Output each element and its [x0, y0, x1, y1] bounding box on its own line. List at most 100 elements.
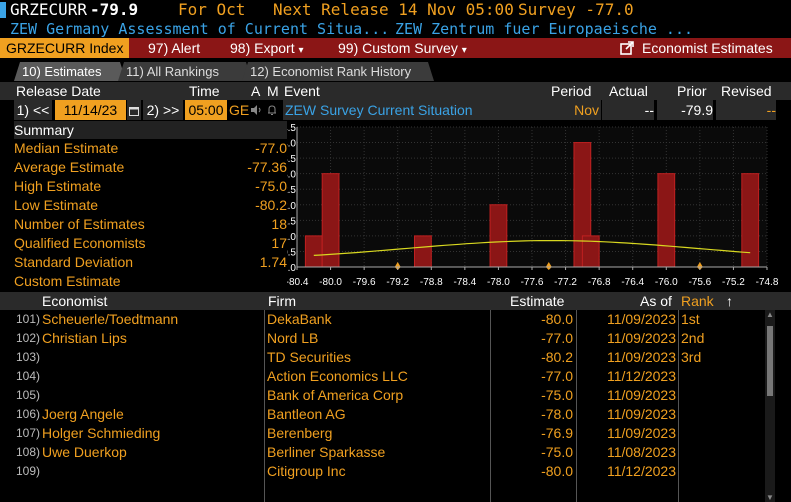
summary-label: Number of Estimates [14, 216, 145, 232]
export-button[interactable]: 98) Export ▾ [230, 38, 304, 58]
x-tick-label: -76.8 [588, 277, 611, 288]
release-time: 05:00 [185, 100, 227, 120]
event-name[interactable]: ZEW Survey Current Situation [283, 100, 547, 120]
row-number: 107) [16, 426, 41, 440]
calendar-icon[interactable] [127, 100, 141, 120]
table-scrollbar[interactable]: ▲ ▼ [765, 310, 775, 502]
as-of-date: 11/09/2023 [606, 349, 676, 365]
histogram-bar [489, 204, 508, 268]
histogram-bar [657, 173, 676, 268]
launch-icon [620, 41, 634, 55]
x-tick-label: -75.2 [722, 277, 745, 288]
x-tick-label: -77.2 [554, 277, 577, 288]
firm-name: Berenberg [267, 425, 333, 441]
scroll-up-icon[interactable]: ▲ [766, 310, 774, 319]
event-header-row: Release Date Time A M Event Period Actua… [0, 82, 791, 100]
y-tick-label: 4.5 [287, 123, 296, 134]
summary-value: -77.0 [255, 140, 287, 156]
column-divider [490, 310, 491, 502]
x-tick-label: -74.8 [756, 277, 779, 288]
description-line: ZEW Germany Assessment of Current Situa.… [0, 20, 791, 38]
row-number: 103) [16, 350, 41, 364]
column-divider [576, 310, 577, 502]
economist-estimates-label: Economist Estimates [642, 40, 773, 56]
tab-economist-rank-history[interactable]: 12) Economist Rank History [242, 62, 434, 81]
x-tick-label: -78.4 [453, 277, 476, 288]
estimate-value: -78.0 [541, 406, 573, 422]
table-row[interactable]: 102) Christian Lips Nord LB -77.0 11/09/2023… [0, 329, 770, 348]
economist-name: Christian Lips [42, 330, 127, 346]
marker-diamond-icon [394, 262, 401, 270]
estimate-distribution-chart: 4.54.03.53.02.52.01.51.00.5.0-80.4-80.0-… [282, 121, 791, 291]
col-rank[interactable]: Rank [681, 293, 714, 309]
firm-name: DekaBank [267, 311, 332, 327]
bell-icon[interactable] [266, 100, 280, 120]
table-row[interactable]: 101) Scheuerle/Toedtmann DekaBank -80.0 11/0… [0, 310, 770, 329]
summary-title: Summary [14, 121, 287, 139]
summary-value: -75.0 [255, 178, 287, 194]
as-of-date: 11/08/2023 [606, 444, 676, 460]
table-row[interactable]: 103) TD Securities -80.2 11/09/2023 3rd [0, 348, 770, 367]
summary-label: Median Estimate [14, 140, 119, 156]
x-tick-label: -80.4 [287, 277, 309, 288]
as-of-date: 11/09/2023 [606, 387, 676, 403]
table-row[interactable]: 105) Bank of America Corp -75.0 11/09/2023 [0, 386, 770, 405]
col-economist[interactable]: Economist [42, 293, 108, 309]
x-tick-label: -79.6 [353, 277, 376, 288]
distribution-curve [313, 240, 751, 256]
tab-estimates[interactable]: 10) Estimates [14, 62, 126, 81]
table-row[interactable]: 109) Citigroup Inc -80.0 11/12/2023 [0, 462, 770, 481]
scrollbar-thumb[interactable] [767, 326, 773, 396]
dropdown-arrow-icon: ▾ [461, 45, 467, 56]
export-label: 98) Export [230, 40, 295, 56]
as-of-date: 11/12/2023 [606, 463, 676, 479]
release-date-input[interactable]: 11/14/23 [55, 100, 126, 120]
economist-name: Joerg Angele [42, 406, 124, 422]
col-prior: Prior [677, 83, 707, 99]
index-tag[interactable]: GRZECURR Index [0, 38, 130, 58]
firm-name: Action Economics LLC [267, 368, 408, 384]
as-of-date: 11/09/2023 [606, 425, 676, 441]
estimate-value: -76.9 [541, 425, 573, 441]
x-tick-label: -76.4 [621, 277, 644, 288]
summary-value: -77.36 [247, 159, 287, 175]
firm-name: Bank of America Corp [267, 387, 404, 403]
economist-estimates-button[interactable]: Economist Estimates [620, 38, 773, 58]
as-of-date: 11/09/2023 [606, 406, 676, 422]
estimate-value: -77.0 [541, 368, 573, 384]
blue-marker [0, 2, 6, 18]
scroll-down-icon[interactable]: ▼ [766, 493, 774, 502]
custom-survey-button[interactable]: 99) Custom Survey ▾ [338, 38, 467, 58]
col-m: M [267, 83, 279, 99]
table-row[interactable]: 106) Joerg Angele Bantleon AG -78.0 11/09/20… [0, 405, 770, 424]
rank-value: 2nd [681, 330, 705, 346]
y-tick-label: 0.5 [287, 247, 296, 258]
event-selector-row: 1) << 11/14/23 2) >> 05:00 GE ZEW Survey… [0, 100, 791, 120]
alert-button[interactable]: 97) Alert [148, 40, 201, 56]
speaker-icon[interactable] [250, 100, 264, 120]
security-header: GRZECURR -79.9 For Oct Next Release 14 N… [0, 0, 791, 20]
next-date-button[interactable]: 2) >> [143, 100, 183, 120]
table-row[interactable]: 108) Uwe Duerkop Berliner Sparkasse -75.0 11… [0, 443, 770, 462]
survey-value: Survey -77.0 [518, 0, 634, 19]
prev-date-button[interactable]: 1) << [14, 100, 52, 120]
y-tick-label: 3.0 [287, 170, 296, 181]
col-as-of[interactable]: As of [640, 293, 672, 309]
y-tick-label: 1.5 [287, 216, 296, 227]
col-firm[interactable]: Firm [268, 293, 296, 309]
sort-ascending-icon[interactable]: ↑ [726, 293, 733, 309]
col-estimate[interactable]: Estimate [510, 293, 565, 309]
row-number: 106) [16, 407, 41, 421]
summary-label: Standard Deviation [14, 254, 134, 270]
summary-label: High Estimate [14, 178, 102, 194]
tab-all-rankings[interactable]: 11) All Rankings [118, 62, 252, 81]
custom-survey-label: 99) Custom Survey [338, 40, 458, 56]
histogram-bar [304, 235, 323, 268]
summary-label: Low Estimate [14, 197, 99, 213]
x-tick-label: -75.6 [688, 277, 711, 288]
estimate-value: -80.0 [541, 311, 573, 327]
table-row[interactable]: 104) Action Economics LLC -77.0 11/12/2023 [0, 367, 770, 386]
table-row[interactable]: 107) Holger Schmieding Berenberg -76.9 11/09… [0, 424, 770, 443]
x-tick-label: -78.8 [420, 277, 443, 288]
marker-diamond-icon [696, 262, 703, 270]
